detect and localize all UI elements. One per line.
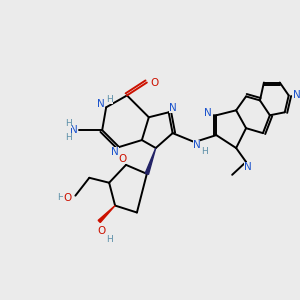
Text: N: N — [244, 162, 252, 172]
Text: N: N — [70, 125, 77, 135]
Text: H: H — [65, 119, 72, 128]
Text: O: O — [151, 77, 159, 88]
Text: H: H — [106, 95, 112, 104]
Text: N: N — [193, 140, 200, 150]
Text: N: N — [169, 103, 176, 113]
Text: H: H — [201, 148, 208, 157]
Text: H: H — [65, 133, 72, 142]
Text: H: H — [106, 235, 112, 244]
Text: H: H — [57, 193, 64, 202]
Polygon shape — [145, 148, 156, 174]
Text: N: N — [111, 147, 119, 157]
Text: O: O — [118, 154, 126, 164]
Text: O: O — [63, 193, 71, 202]
Text: N: N — [97, 99, 105, 110]
Text: N: N — [293, 90, 300, 100]
Text: O: O — [97, 226, 105, 236]
Polygon shape — [98, 206, 115, 223]
Text: N: N — [205, 108, 212, 118]
